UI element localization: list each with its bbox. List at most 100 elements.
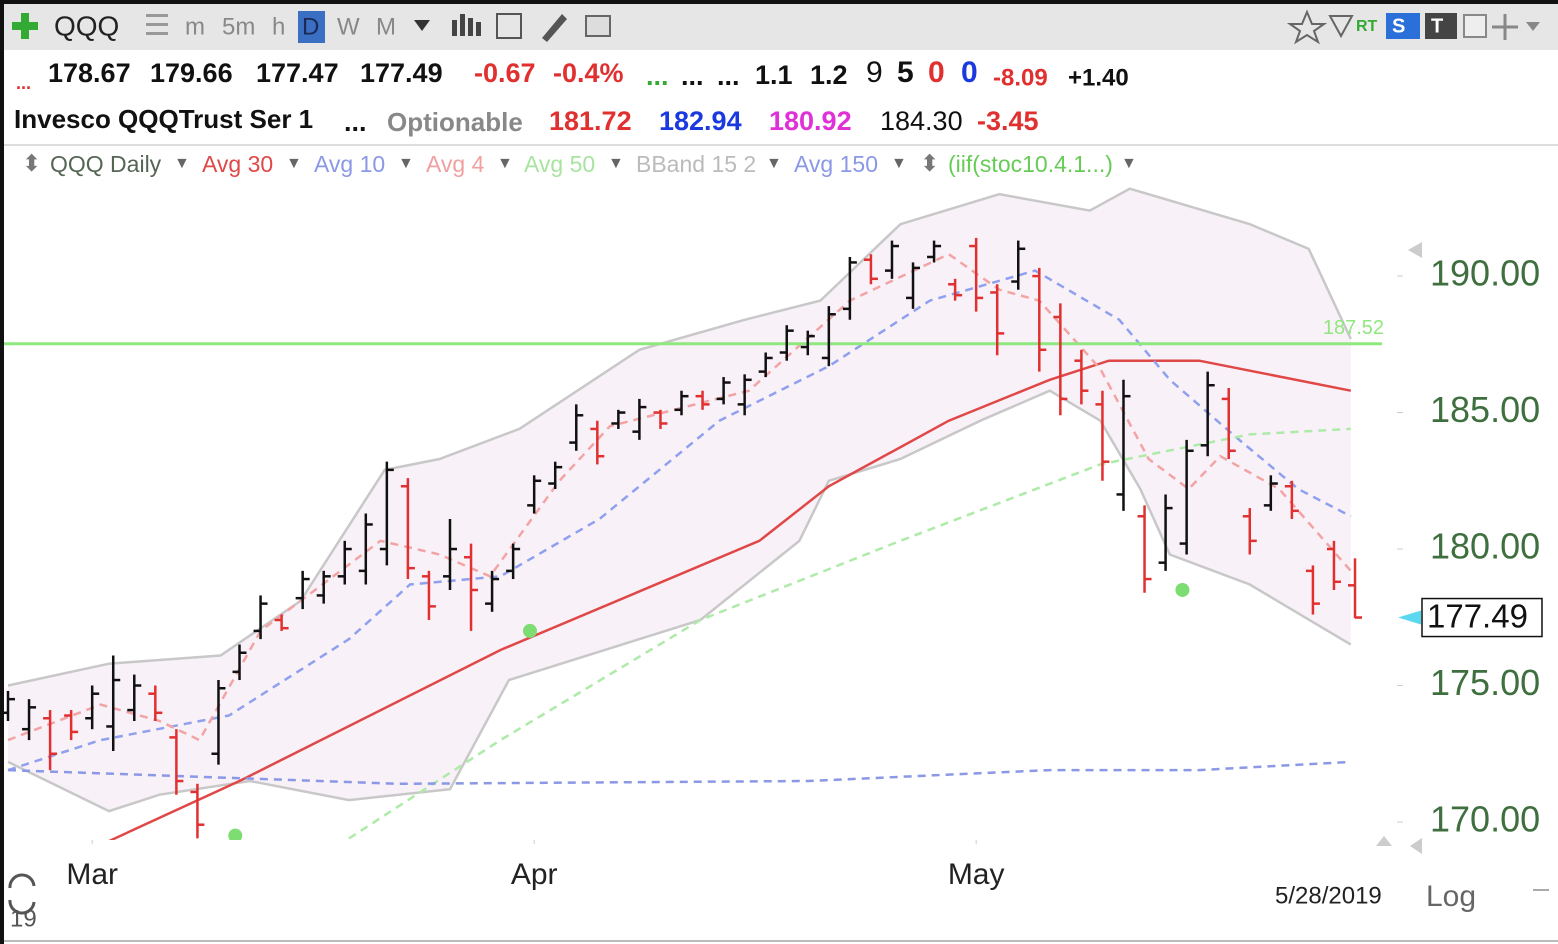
year-label: 19 [10,905,37,932]
last-price-arrow [1398,610,1421,625]
legend-entry[interactable]: Avg 150 [794,151,878,177]
quote-field: ... [16,73,31,93]
last-price-label: 177.49 [1427,597,1528,634]
legend-entry[interactable]: Avg 50 [524,151,595,177]
legend-entry[interactable]: Avg 10 [314,151,385,177]
moving-average [108,359,1352,840]
refresh-icon[interactable] [8,873,36,915]
interval-selected [298,11,325,43]
y-tick-label: 185.00 [1430,389,1540,430]
dropdown[interactable] [414,20,430,31]
scroll-marker [1410,838,1422,854]
badge[interactable]: S [1392,15,1405,37]
badge[interactable]: T [1431,15,1443,37]
interval[interactable]: M [376,13,396,40]
legend-handle[interactable]: ⬍ [920,150,939,176]
plot-area [4,187,1382,840]
dropdown[interactable]: ▼ [174,155,190,172]
moving-average [348,427,1351,840]
band-fill [7,188,1351,812]
last-price-box [1421,597,1543,638]
quote-field: +1.40 [1068,64,1129,91]
window-icon[interactable] [1463,14,1487,38]
y-tick-label: 175.00 [1430,662,1540,703]
quote-field: 177.49 [360,58,443,88]
quote-field: ... [717,61,740,91]
quote-field: 0 [961,56,978,89]
badge-box [1386,13,1420,39]
y-tick-label: 180.00 [1430,526,1540,567]
interval[interactable]: h [272,13,285,40]
moving-average [7,760,1351,786]
dropdown[interactable]: ▼ [398,155,414,172]
signal-dot [1175,582,1190,597]
top-border [0,0,1558,4]
price-line-label: 187.52 [1323,317,1384,339]
quote-field: 177.47 [256,58,339,88]
quote-field: 178.67 [48,58,131,88]
star-icon[interactable] [1286,9,1328,45]
legend-entry[interactable]: QQQ Daily [50,151,162,177]
quote-field: 184.30 [880,106,963,136]
scroll-marker [1408,242,1422,258]
quote-field: 179.66 [150,58,233,88]
move-icon[interactable] [1492,14,1518,40]
symbol[interactable]: QQQ [54,10,119,41]
quote-field: 5 [897,56,914,89]
dropdown[interactable]: ▼ [286,155,302,172]
x-tick-label: Apr [511,858,558,891]
moving-average [7,269,1352,772]
legend-entry[interactable]: BBand 15 2 [636,151,756,177]
note-icon[interactable] [585,15,611,37]
dropdown[interactable]: ▼ [497,155,513,172]
dropdown[interactable]: ▼ [766,155,782,172]
date-label: 5/28/2019 [1275,882,1382,909]
dropdown[interactable]: ▼ [891,155,907,172]
legend-entry[interactable]: Avg 30 [202,151,273,177]
filter-icon[interactable] [1328,15,1354,39]
interval[interactable]: m [185,13,205,40]
menu-icon[interactable] [146,14,168,35]
company-name: Invesco QQQTrust Ser 1 [14,104,313,134]
legend-entry[interactable]: (iif(stoc10.4.1...) [948,151,1113,177]
interval[interactable]: D [302,13,319,40]
quote-field: -0.67 [474,58,536,88]
draw-icon[interactable] [542,14,567,42]
quote-field: 180.92 [769,106,852,136]
quote-field: 181.72 [549,106,632,136]
quote-field: Optionable [387,107,523,137]
dropdown[interactable]: ▼ [1121,155,1137,172]
quote-field: ... [344,107,367,137]
y-tick-label: 190.00 [1430,253,1540,294]
quote-field: 9 [866,56,883,89]
quote-field: -3.45 [977,106,1039,136]
signal-dot [228,828,243,840]
signal-dot [522,623,537,638]
quote-field: -0.4% [553,58,624,88]
band-upper [7,187,1352,687]
left-border [0,0,4,944]
quote-field: ... [681,61,704,91]
badge-box [1425,13,1457,39]
dropdown[interactable] [1526,22,1540,31]
scroll-marker [1376,836,1392,846]
interval[interactable]: 5m [222,13,255,40]
legend-entry[interactable]: Avg 4 [426,151,485,177]
dropdown[interactable]: ▼ [608,155,624,172]
moving-average [7,252,1352,742]
quote-field: 182.94 [659,106,742,136]
legend-handle[interactable]: ⬍ [22,150,41,176]
chart-type-icon[interactable] [452,14,481,36]
interval[interactable]: W [337,13,360,40]
quote-field: 0 [928,56,945,89]
add-icon[interactable] [12,13,38,39]
grid-icon[interactable] [496,13,522,39]
y-tick-label: 170.00 [1430,799,1540,840]
badge[interactable]: RT [1356,18,1378,35]
x-tick-label: May [948,858,1005,891]
quote-field: 1.1 [755,60,793,90]
x-tick-label: Mar [66,858,118,891]
log-toggle[interactable]: Log [1426,880,1476,913]
